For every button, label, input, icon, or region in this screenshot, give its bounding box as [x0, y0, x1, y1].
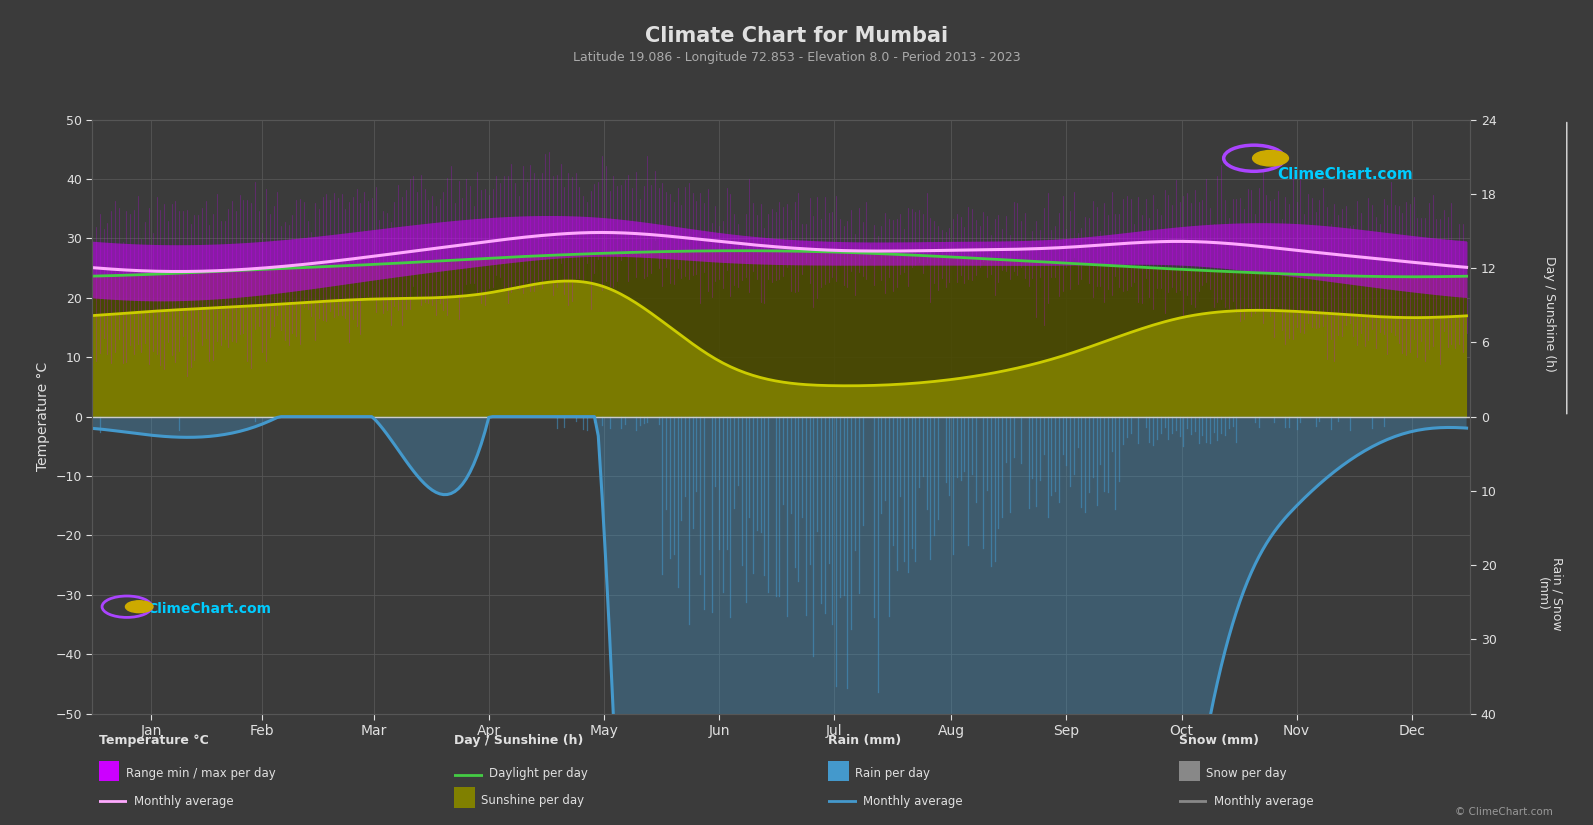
Circle shape — [1252, 150, 1289, 166]
Text: Rain / Snow
(mm): Rain / Snow (mm) — [1536, 557, 1564, 631]
Text: Latitude 19.086 - Longitude 72.853 - Elevation 8.0 - Period 2013 - 2023: Latitude 19.086 - Longitude 72.853 - Ele… — [573, 51, 1020, 64]
Text: Rain (mm): Rain (mm) — [828, 734, 902, 747]
Text: Day / Sunshine (h): Day / Sunshine (h) — [1544, 256, 1556, 371]
Text: Temperature °C: Temperature °C — [99, 734, 209, 747]
Y-axis label: Temperature °C: Temperature °C — [37, 362, 49, 471]
Text: Range min / max per day: Range min / max per day — [126, 767, 276, 780]
Text: © ClimeChart.com: © ClimeChart.com — [1456, 807, 1553, 817]
Text: Daylight per day: Daylight per day — [489, 767, 588, 780]
Text: ClimeChart.com: ClimeChart.com — [1278, 167, 1413, 182]
Text: Snow per day: Snow per day — [1206, 767, 1287, 780]
Text: Monthly average: Monthly average — [134, 795, 234, 808]
Text: Monthly average: Monthly average — [863, 795, 964, 808]
Text: Sunshine per day: Sunshine per day — [481, 794, 585, 807]
Text: Climate Chart for Mumbai: Climate Chart for Mumbai — [645, 26, 948, 46]
Text: Snow (mm): Snow (mm) — [1179, 734, 1258, 747]
Text: Rain per day: Rain per day — [855, 767, 930, 780]
Text: Day / Sunshine (h): Day / Sunshine (h) — [454, 734, 583, 747]
Text: ClimeChart.com: ClimeChart.com — [148, 601, 271, 615]
Text: Monthly average: Monthly average — [1214, 795, 1314, 808]
Circle shape — [126, 601, 153, 613]
